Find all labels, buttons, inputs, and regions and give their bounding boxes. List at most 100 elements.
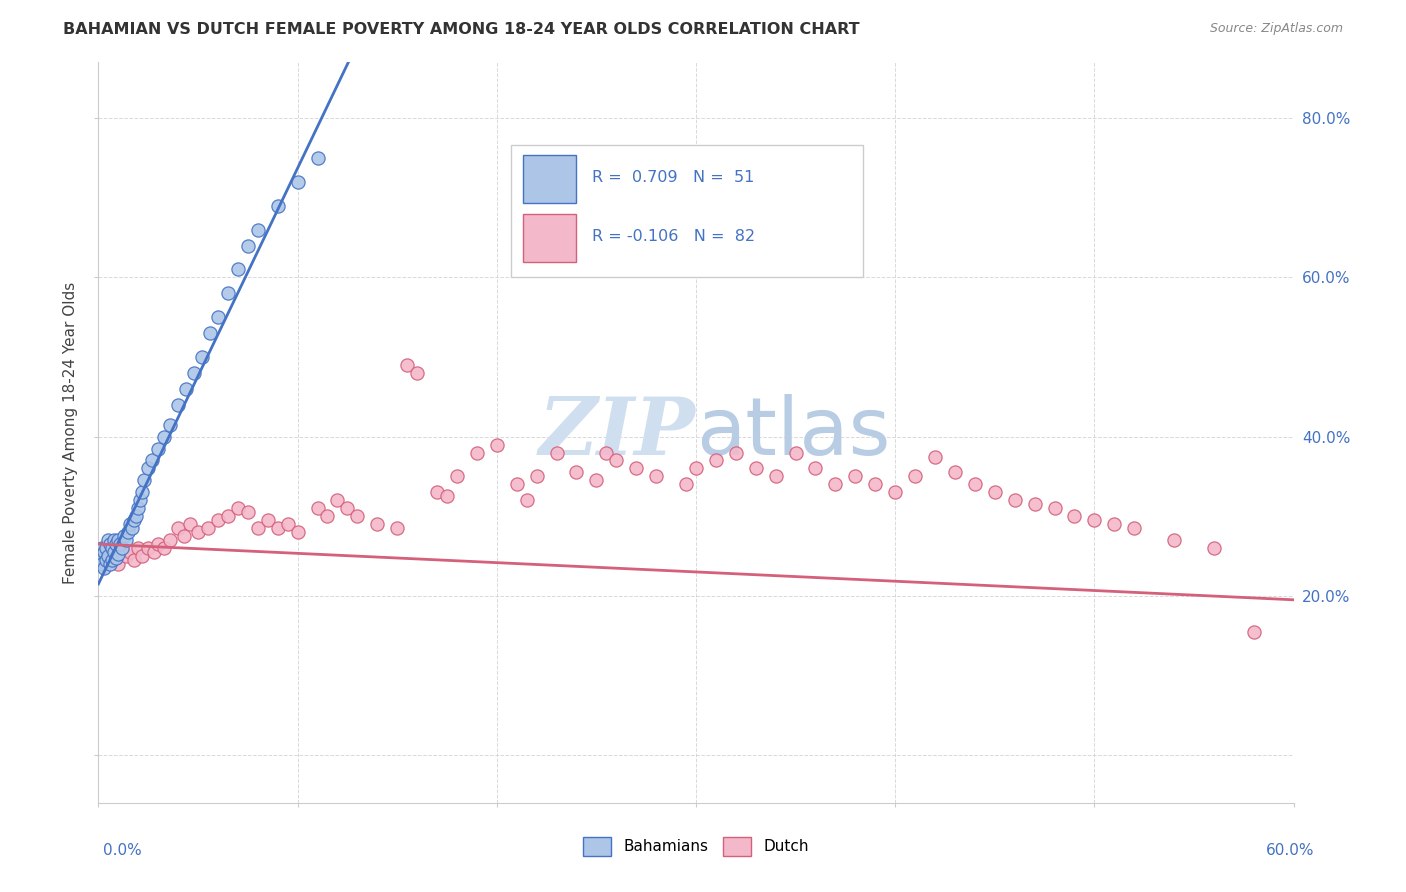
Point [110, 537, 132, 551]
Point [595, 445, 617, 459]
Point [124, 513, 146, 527]
Point [121, 521, 143, 535]
Point [93, 561, 115, 575]
Point [385, 521, 409, 535]
Point [93, 545, 115, 559]
Point [1123, 521, 1146, 535]
Point [1163, 533, 1185, 547]
Point [626, 461, 648, 475]
Point [217, 286, 239, 301]
Point [675, 477, 697, 491]
Point [120, 517, 142, 532]
FancyBboxPatch shape [523, 214, 576, 262]
Point [246, 222, 269, 236]
Text: R = -0.106   N =  82: R = -0.106 N = 82 [592, 229, 755, 244]
Point [97, 549, 120, 563]
Point [103, 545, 125, 559]
Point [117, 525, 139, 540]
Point [1104, 517, 1126, 532]
Point [277, 517, 299, 532]
Point [112, 529, 135, 543]
Point [685, 461, 707, 475]
Point [124, 553, 146, 567]
Point [316, 509, 339, 524]
Point [217, 509, 239, 524]
Point [127, 501, 149, 516]
Point [120, 545, 142, 559]
Point [984, 485, 1007, 500]
Point [141, 453, 163, 467]
Point [485, 437, 508, 451]
Point [326, 493, 349, 508]
Point [148, 442, 170, 456]
Point [516, 493, 538, 508]
Text: atlas: atlas [696, 393, 890, 472]
Point [91, 557, 114, 571]
Point [366, 517, 388, 532]
Point [148, 537, 170, 551]
Point [111, 541, 134, 555]
Point [1063, 509, 1085, 524]
Point [546, 445, 568, 459]
Point [125, 509, 148, 524]
Point [131, 549, 153, 563]
Point [127, 541, 149, 555]
Point [745, 461, 768, 475]
Point [101, 541, 124, 555]
Point [91, 541, 114, 555]
Point [129, 493, 152, 508]
Point [191, 350, 214, 364]
Point [173, 529, 195, 543]
Point [824, 477, 846, 491]
Point [153, 541, 176, 555]
Point [884, 485, 907, 500]
Text: 0.0%: 0.0% [103, 843, 142, 858]
Point [526, 469, 548, 483]
Point [107, 557, 129, 571]
Legend: Bahamians, Dutch: Bahamians, Dutch [578, 831, 814, 862]
Point [1243, 624, 1265, 639]
Point [804, 461, 827, 475]
Point [183, 366, 205, 380]
Point [107, 548, 129, 562]
Point [246, 521, 269, 535]
Point [115, 549, 138, 563]
Point [226, 262, 249, 277]
Point [98, 537, 122, 551]
Point [98, 557, 122, 571]
Point [1202, 541, 1225, 555]
Point [111, 541, 134, 555]
Point [963, 477, 986, 491]
Point [174, 382, 197, 396]
Point [98, 553, 122, 567]
Point [1083, 513, 1105, 527]
Point [765, 469, 787, 483]
Point [87, 549, 110, 563]
Point [465, 445, 488, 459]
Point [605, 453, 627, 467]
Point [704, 453, 727, 467]
Y-axis label: Female Poverty Among 18-24 Year Olds: Female Poverty Among 18-24 Year Olds [63, 282, 79, 583]
Point [446, 469, 468, 483]
FancyBboxPatch shape [510, 145, 863, 277]
Point [1024, 497, 1046, 511]
Point [136, 541, 159, 555]
Point [904, 469, 927, 483]
Point [506, 477, 529, 491]
Point [865, 477, 887, 491]
Point [585, 474, 607, 488]
Point [406, 366, 429, 380]
Text: 60.0%: 60.0% [1267, 843, 1315, 858]
Point [785, 445, 807, 459]
Point [645, 469, 668, 483]
Point [103, 545, 125, 559]
Point [187, 525, 209, 540]
Point [565, 466, 588, 480]
Point [101, 553, 124, 567]
Point [307, 151, 329, 165]
Point [96, 541, 118, 555]
Point [256, 513, 278, 527]
Point [636, 262, 658, 277]
Point [396, 358, 419, 372]
Point [167, 521, 190, 535]
